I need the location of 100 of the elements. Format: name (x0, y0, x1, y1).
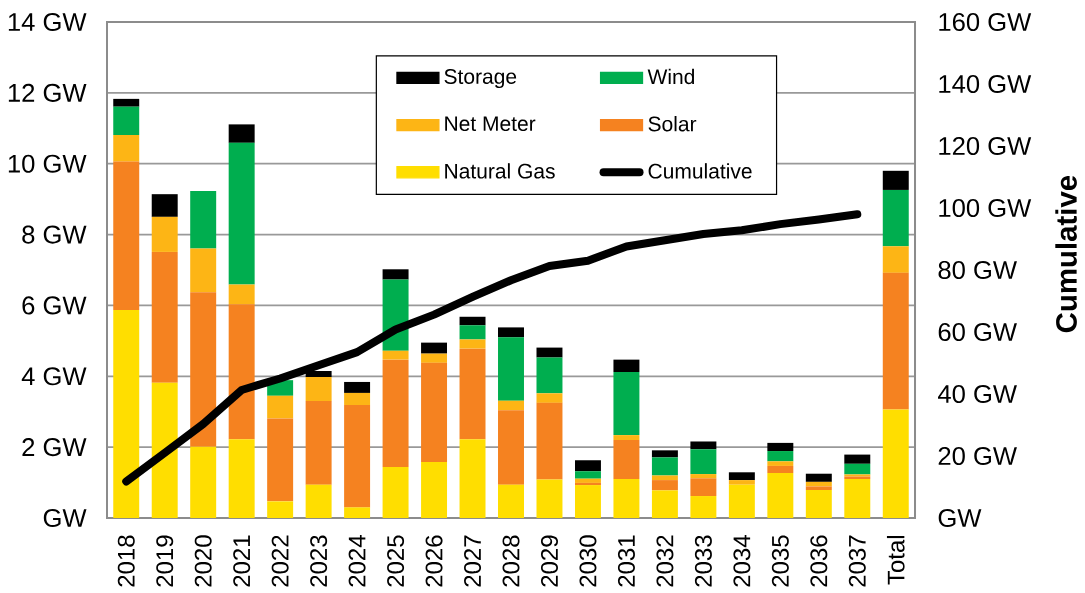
y-tick-label: GW (43, 508, 87, 528)
y2-tick-label: 160 GW (939, 12, 1032, 32)
bar (113, 310, 140, 518)
bar (690, 441, 717, 450)
bar (805, 473, 832, 482)
bar (882, 409, 909, 518)
y2-tick-label: 60 GW (938, 322, 1017, 342)
bar (305, 401, 332, 485)
bar (805, 490, 832, 518)
x-tick-label: 2020 (194, 535, 212, 587)
y2-axis-title: Cumulative (1055, 175, 1077, 333)
bar (574, 460, 601, 472)
bar (728, 484, 755, 518)
bar (190, 190, 217, 249)
bar (498, 410, 524, 485)
bar (536, 347, 563, 358)
bar (882, 272, 909, 410)
y-tick-label: 14 GW (8, 12, 87, 32)
x-tick-label: 2028 (502, 535, 520, 587)
x-tick-label: 2030 (579, 535, 597, 587)
bar (459, 439, 486, 518)
bar (421, 462, 448, 518)
x-tick-label: 2023 (310, 535, 328, 587)
bar (574, 485, 601, 518)
bar (459, 325, 486, 340)
bar (228, 124, 255, 143)
bar (882, 246, 909, 273)
y2-tick-label: 40 GW (938, 384, 1017, 404)
bar (421, 353, 448, 363)
bar (344, 392, 371, 405)
bar (613, 359, 640, 373)
legend-label: Wind (647, 68, 695, 85)
y-tick-label: 12 GW (8, 83, 87, 102)
bar (382, 359, 409, 467)
x-tick-label: 2027 (464, 535, 482, 587)
bar (767, 442, 794, 452)
y-tick-label: 6 GW (22, 296, 87, 315)
bar (382, 269, 409, 280)
bar (151, 216, 178, 252)
bar (882, 189, 909, 247)
bar (344, 404, 371, 508)
bar (844, 479, 871, 518)
x-tick-label: 2019 (156, 535, 174, 587)
x-tick-label: 2026 (425, 535, 443, 587)
bar (767, 465, 794, 474)
legend-label: Solar (648, 115, 697, 132)
bar (498, 337, 524, 401)
bar (190, 446, 217, 518)
bar (536, 393, 563, 403)
legend-label: Cumulative (648, 163, 752, 179)
bar (844, 454, 871, 464)
y2-tick-label: GW (938, 508, 982, 528)
bar (151, 382, 178, 518)
x-tick-label: Total (886, 535, 905, 585)
bar (228, 284, 255, 305)
bar (882, 170, 909, 190)
bar (728, 472, 755, 481)
x-tick-label: 2024 (348, 535, 366, 587)
y-tick-label: 8 GW (22, 225, 87, 244)
bar (228, 304, 255, 440)
legend-label: Storage (444, 69, 517, 89)
bar (805, 486, 832, 491)
bar (228, 142, 255, 285)
bar (767, 461, 794, 466)
bar (151, 251, 178, 383)
legend-label: Natural Gas (445, 163, 555, 179)
bar (651, 490, 678, 518)
x-tick-label: 2021 (233, 535, 251, 587)
y2-tick-label: 120 GW (939, 136, 1032, 156)
y2-tick-label: 100 GW (939, 198, 1032, 218)
bar (651, 480, 678, 491)
x-tick-label: 2031 (617, 535, 635, 587)
x-tick-label: 2018 (117, 535, 135, 587)
y2-tick-label: 20 GW (938, 446, 1017, 466)
bar (459, 339, 486, 349)
bar (536, 357, 563, 394)
bar (690, 449, 717, 475)
bar (536, 479, 563, 518)
x-tick-label: 2032 (656, 535, 674, 587)
bar (151, 194, 178, 217)
x-tick-label: 2035 (771, 535, 789, 587)
y-tick-label: 4 GW (21, 367, 87, 386)
bar (459, 348, 486, 440)
bar (190, 248, 217, 293)
bar (690, 496, 717, 518)
bar (421, 342, 448, 354)
bar (728, 480, 755, 485)
x-tick-label: 2029 (540, 535, 558, 587)
bar (113, 106, 140, 136)
bar (651, 450, 678, 458)
x-tick-label: 2036 (810, 535, 828, 587)
bar (267, 501, 294, 518)
bar (305, 370, 332, 377)
bar (651, 457, 678, 476)
bar (113, 135, 140, 162)
bar (459, 316, 486, 326)
bar (421, 362, 448, 463)
y-tick-label: 10 GW (8, 154, 87, 173)
x-tick-label: 2025 (387, 535, 405, 587)
bar (267, 418, 294, 502)
